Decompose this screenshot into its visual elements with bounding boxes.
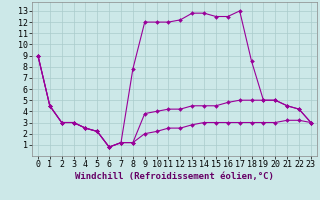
X-axis label: Windchill (Refroidissement éolien,°C): Windchill (Refroidissement éolien,°C) [75,172,274,181]
